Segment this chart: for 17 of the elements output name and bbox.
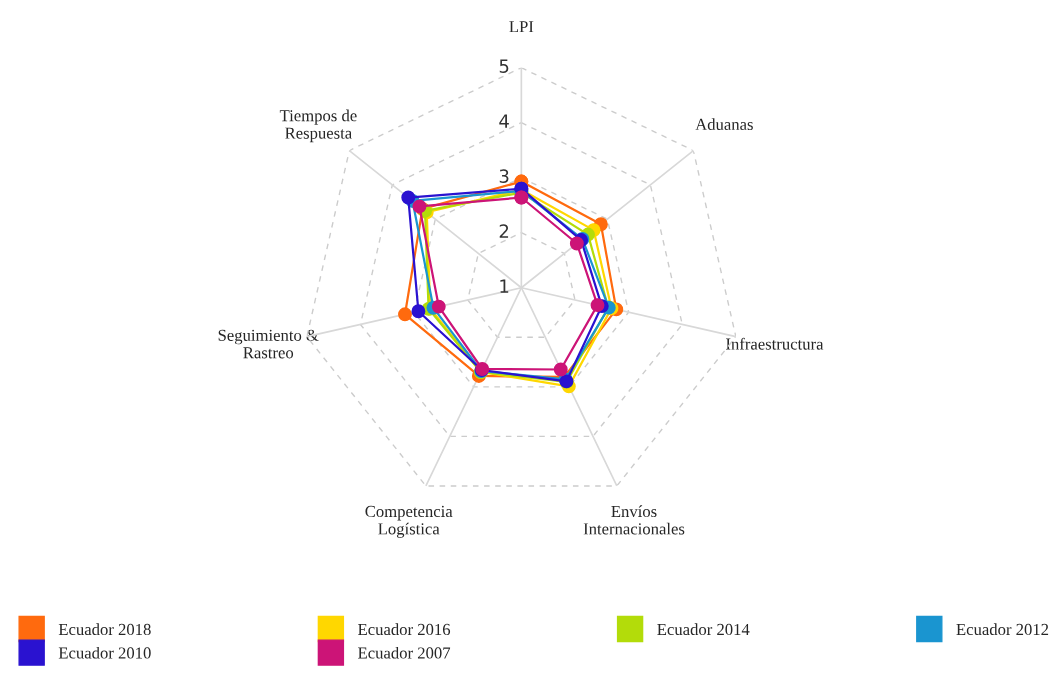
y-tick-label: 2 <box>499 224 509 238</box>
spoke-label: Envíos Internacionales <box>583 505 685 535</box>
spoke-label: LPI <box>509 21 534 33</box>
y-tick-label: 3 <box>499 169 509 183</box>
y-tick-label: 1 <box>500 279 509 293</box>
spoke-label: Aduanas <box>695 118 753 131</box>
legend-label: Ecuador 2007 <box>358 646 451 659</box>
legend-label: Ecuador 2016 <box>358 623 451 636</box>
spoke-label: Infraestructura <box>726 337 824 350</box>
spoke-label: Tiempos de Respuesta <box>279 109 357 143</box>
spoke-label: Competencia Logística <box>365 505 453 538</box>
legend-label: Ecuador 2018 <box>58 623 151 636</box>
y-tick-label: 4 <box>499 114 509 128</box>
legend-label: Ecuador 2012 <box>956 623 1049 636</box>
legend-label: Ecuador 2010 <box>58 646 151 659</box>
legend-label: Ecuador 2014 <box>657 623 750 636</box>
y-tick-label: 5 <box>499 59 509 73</box>
